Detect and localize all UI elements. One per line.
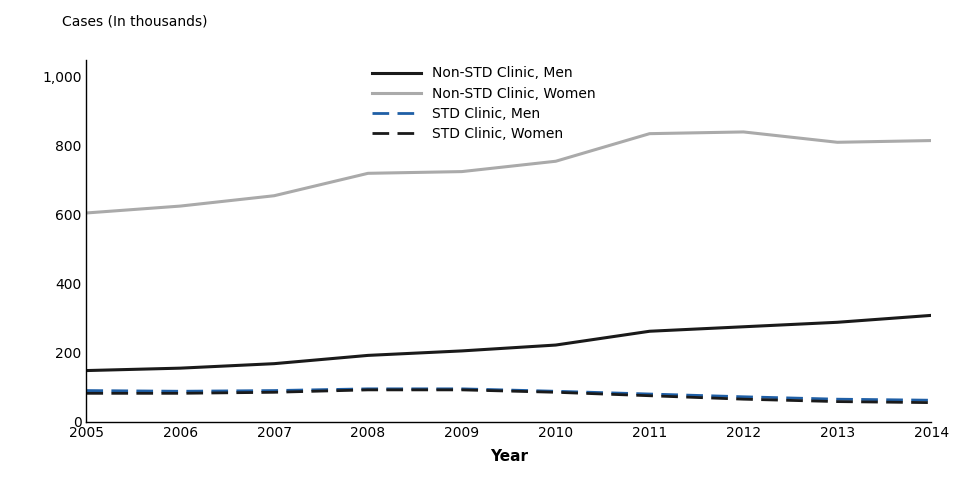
Non-STD Clinic, Women: [925, 137, 937, 143]
STD Clinic, Men: [644, 391, 656, 397]
Text: Cases (In thousands): Cases (In thousands): [62, 15, 208, 29]
Non-STD Clinic, Women: [362, 170, 373, 176]
Non-STD Clinic, Women: [831, 139, 843, 145]
Line: STD Clinic, Men: STD Clinic, Men: [86, 389, 931, 400]
Non-STD Clinic, Men: [737, 324, 749, 330]
STD Clinic, Men: [81, 387, 92, 393]
STD Clinic, Women: [362, 387, 373, 393]
X-axis label: Year: Year: [490, 449, 528, 464]
Line: Non-STD Clinic, Men: Non-STD Clinic, Men: [86, 315, 931, 371]
STD Clinic, Men: [175, 388, 186, 394]
STD Clinic, Men: [831, 396, 843, 402]
Non-STD Clinic, Women: [81, 210, 92, 216]
STD Clinic, Women: [737, 396, 749, 402]
STD Clinic, Women: [175, 390, 186, 396]
STD Clinic, Women: [644, 393, 656, 399]
Non-STD Clinic, Men: [81, 368, 92, 373]
Non-STD Clinic, Men: [831, 319, 843, 325]
STD Clinic, Men: [737, 394, 749, 400]
Non-STD Clinic, Men: [550, 342, 562, 348]
Non-STD Clinic, Men: [456, 348, 468, 354]
Non-STD Clinic, Women: [737, 129, 749, 135]
Non-STD Clinic, Men: [925, 312, 937, 318]
STD Clinic, Women: [925, 400, 937, 406]
STD Clinic, Men: [456, 386, 468, 392]
Non-STD Clinic, Women: [456, 169, 468, 175]
STD Clinic, Men: [362, 386, 373, 392]
Legend: Non-STD Clinic, Men, Non-STD Clinic, Women, STD Clinic, Men, STD Clinic, Women: Non-STD Clinic, Men, Non-STD Clinic, Wom…: [372, 66, 595, 141]
Line: STD Clinic, Women: STD Clinic, Women: [86, 390, 931, 403]
Non-STD Clinic, Men: [362, 353, 373, 359]
STD Clinic, Women: [81, 390, 92, 396]
Non-STD Clinic, Women: [644, 130, 656, 136]
Non-STD Clinic, Men: [644, 328, 656, 334]
STD Clinic, Men: [269, 387, 280, 393]
Line: Non-STD Clinic, Women: Non-STD Clinic, Women: [86, 132, 931, 213]
Non-STD Clinic, Men: [175, 365, 186, 371]
STD Clinic, Women: [269, 389, 280, 395]
STD Clinic, Women: [831, 399, 843, 405]
Non-STD Clinic, Women: [269, 193, 280, 199]
Non-STD Clinic, Men: [269, 361, 280, 367]
STD Clinic, Women: [550, 389, 562, 395]
STD Clinic, Men: [925, 397, 937, 403]
Non-STD Clinic, Women: [550, 158, 562, 164]
STD Clinic, Men: [550, 388, 562, 394]
Non-STD Clinic, Women: [175, 203, 186, 209]
STD Clinic, Women: [456, 387, 468, 393]
